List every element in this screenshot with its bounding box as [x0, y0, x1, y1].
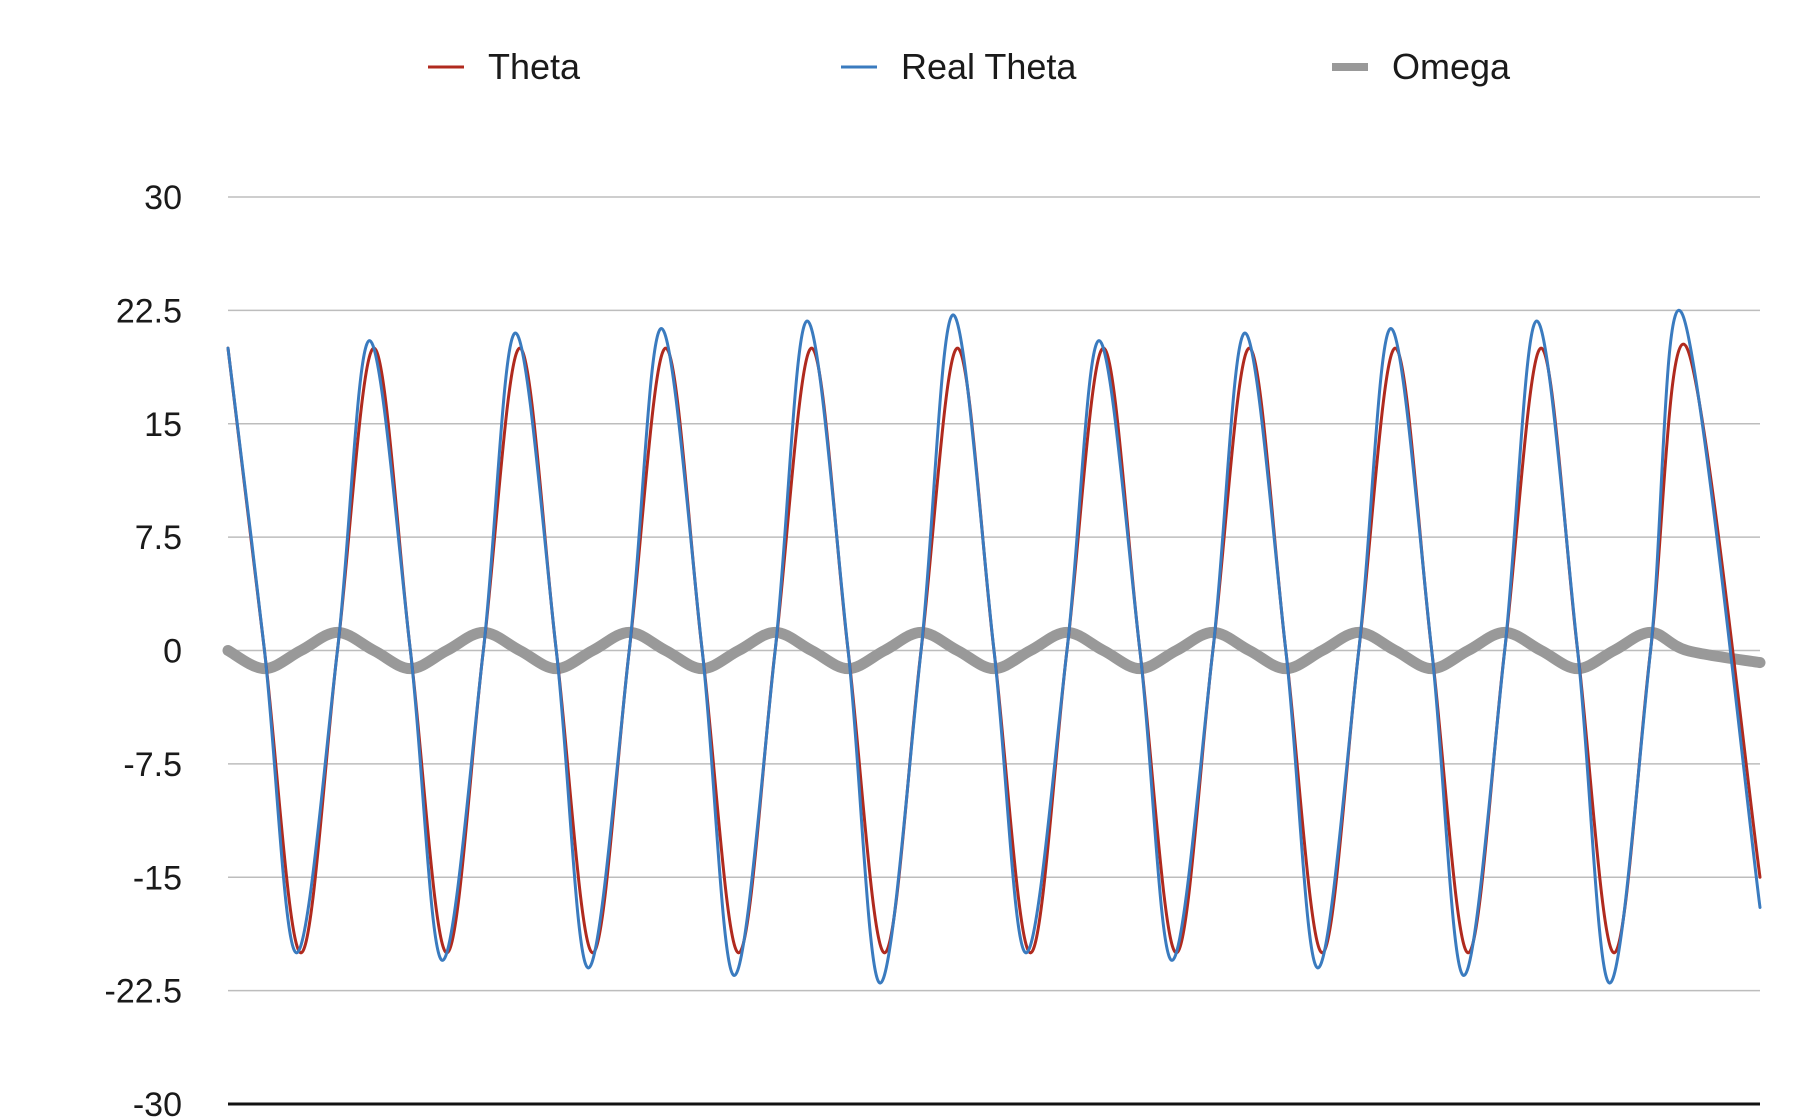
y-tick-label: -22.5 [105, 973, 183, 1011]
y-tick-label: -30 [133, 1086, 182, 1120]
legend: Theta Real Theta Omega [428, 46, 1511, 87]
y-axis-ticks: 30 22.5 15 7.5 0 -7.5 -15 -22.5 -30 [105, 179, 183, 1120]
legend-label: Real Theta [901, 46, 1077, 87]
legend-item-omega: Omega [1332, 46, 1511, 87]
series-layer [222, 309, 1766, 985]
legend-label: Omega [1392, 46, 1511, 87]
y-tick-label: -15 [133, 859, 182, 897]
y-tick-label: -7.5 [123, 746, 182, 784]
y-tick-label: 15 [144, 406, 182, 444]
gridlines [228, 196, 1760, 1106]
legend-item-real-theta: Real Theta [841, 46, 1077, 87]
series-line-omega [222, 626, 1766, 675]
y-tick-label: 22.5 [116, 292, 182, 330]
series-line-real-theta [226, 309, 1762, 985]
y-tick-label: 0 [163, 633, 182, 671]
y-tick-label: 7.5 [135, 519, 182, 557]
y-tick-label: 30 [144, 179, 182, 217]
legend-label: Theta [488, 46, 581, 87]
legend-item-theta: Theta [428, 46, 581, 87]
